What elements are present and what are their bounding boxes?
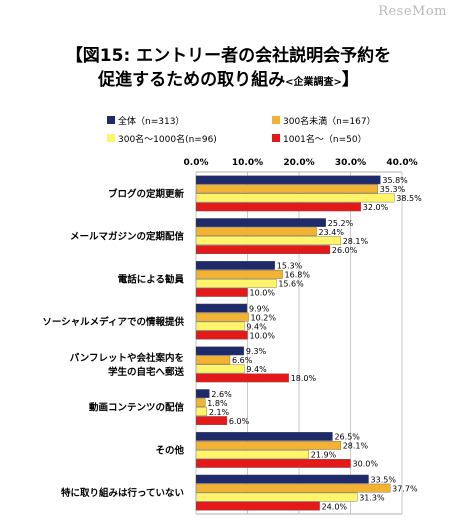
bar-s1-c4 — [195, 355, 231, 365]
x-tick-label-1: 10.0% — [232, 158, 263, 168]
title-suffix: <企業調査> — [285, 77, 342, 88]
category-label-5: 動画コンテンツの配信 — [89, 402, 185, 414]
bar-s2-c5 — [195, 407, 207, 416]
data-label-s0-c4: 9.3% — [246, 347, 267, 356]
x-tick-label-0: 0.0% — [184, 158, 209, 168]
data-label-s0-c5: 2.6% — [211, 390, 232, 399]
bar-s0-c1 — [195, 218, 326, 228]
title-close: 】 — [341, 70, 359, 90]
data-label-s0-c3: 9.9% — [249, 304, 270, 313]
data-label-s2-c4: 9.4% — [246, 365, 267, 374]
bar-s0-c6 — [195, 431, 333, 441]
bar-s0-c3 — [195, 303, 248, 313]
legend-label-2: 300名～1000名(n=96) — [118, 133, 217, 145]
legend-label-0: 全体（n=313） — [118, 115, 184, 127]
bar-s0-c4 — [195, 346, 245, 356]
data-label-s1-c4: 6.6% — [232, 356, 253, 365]
data-label-s2-c1: 28.1% — [343, 237, 369, 246]
title-line-1: 【図15: エントリー者の会社説明会予約を — [65, 46, 392, 66]
bar-s2-c0 — [195, 193, 395, 203]
bar-s2-c2 — [195, 278, 277, 288]
data-label-s1-c2: 16.8% — [285, 271, 311, 280]
bar-s1-c6 — [195, 440, 341, 450]
x-tick-label-3: 30.0% — [335, 158, 366, 168]
bar-s0-c5 — [195, 389, 210, 398]
legend-label-3: 1001名～（n=50） — [283, 133, 367, 145]
bar-s2-c3 — [195, 321, 245, 331]
chart-title: 【図15: エントリー者の会社説明会予約を 促進するための取り組み<企業調査>】 — [0, 44, 457, 95]
data-label-s2-c6: 21.9% — [311, 451, 337, 460]
bar-s1-c7 — [195, 483, 391, 493]
bar-s1-c0 — [195, 184, 378, 194]
bar-s3-c5 — [195, 416, 228, 425]
title-line-2: 促進するための取り組み<企業調査>】 — [0, 68, 457, 95]
bar-s0-c7 — [195, 474, 369, 484]
legend-swatch-1 — [272, 116, 280, 124]
data-label-s0-c2: 15.3% — [277, 262, 303, 271]
data-label-s3-c2: 10.0% — [250, 289, 276, 298]
bar-s3-c3 — [195, 330, 248, 340]
category-label-4-line-1: 学生の自宅へ郵送 — [108, 366, 185, 378]
data-label-s0-c1: 25.2% — [328, 219, 354, 228]
data-label-s1-c7: 37.7% — [392, 484, 418, 493]
category-label-3: ソーシャルメディアでの情報提供 — [42, 316, 184, 328]
bar-s2-c6 — [195, 449, 309, 459]
data-label-s3-c1: 26.0% — [332, 246, 358, 255]
data-label-s3-c6: 30.0% — [353, 460, 379, 469]
x-tick-label-2: 20.0% — [283, 158, 314, 168]
data-label-s3-c7: 24.0% — [322, 502, 348, 511]
data-label-s0-c6: 26.5% — [334, 433, 360, 442]
bar-s3-c0 — [195, 202, 361, 212]
bar-s3-c4 — [195, 373, 289, 383]
bar-s3-c2 — [195, 287, 248, 297]
data-label-s0-c0: 35.8% — [382, 176, 408, 185]
category-label-7: 特に取り組みは行っていない — [61, 487, 184, 499]
title-line-2-main: 促進するための取り組み — [98, 70, 286, 90]
bar-s0-c2 — [195, 260, 275, 270]
legend-swatch-3 — [272, 134, 280, 142]
data-label-s3-c4: 18.0% — [291, 374, 317, 383]
category-label-2: 電話による勧員 — [118, 273, 185, 285]
bar-s1-c1 — [195, 227, 317, 237]
data-label-s2-c0: 38.5% — [396, 194, 422, 203]
bar-s2-c1 — [195, 236, 341, 246]
bar-s3-c6 — [195, 458, 351, 468]
bar-s3-c1 — [195, 245, 331, 255]
bar-s1-c5 — [195, 398, 206, 407]
data-label-s3-c3: 10.0% — [250, 331, 276, 340]
data-label-s2-c7: 31.3% — [359, 493, 385, 502]
category-label-1: メールマガジンの定期配信 — [70, 231, 185, 243]
bar-s1-c3 — [195, 312, 249, 322]
x-tick-label-4: 40.0% — [386, 158, 417, 168]
data-label-s2-c3: 9.4% — [246, 322, 267, 331]
data-label-s3-c0: 32.0% — [363, 203, 389, 212]
brand-logo: ReseMom — [378, 4, 447, 19]
data-label-s1-c3: 10.2% — [251, 313, 277, 322]
category-label-0: ブログの定期更新 — [108, 188, 185, 200]
bar-s3-c7 — [195, 501, 320, 511]
bar-s2-c4 — [195, 364, 245, 374]
legend-swatch-0 — [107, 116, 115, 124]
data-label-s2-c5: 2.1% — [209, 408, 230, 417]
category-label-6: その他 — [155, 444, 184, 456]
data-label-s1-c6: 28.1% — [343, 442, 369, 451]
data-label-s2-c2: 15.6% — [278, 280, 304, 289]
bar-s1-c2 — [195, 269, 283, 279]
legend-swatch-2 — [107, 134, 115, 142]
category-label-4-line-0: パンフレットや会社案内を — [70, 352, 184, 364]
legend-label-1: 300名未満（n=167） — [283, 115, 376, 127]
data-label-s1-c0: 35.3% — [380, 185, 406, 194]
bar-s2-c7 — [195, 492, 358, 502]
data-label-s3-c5: 6.0% — [229, 417, 250, 426]
data-label-s1-c1: 23.4% — [319, 228, 345, 237]
data-label-s0-c7: 33.5% — [371, 475, 397, 484]
data-label-s1-c5: 1.8% — [207, 399, 228, 408]
bar-s0-c0 — [195, 175, 381, 185]
